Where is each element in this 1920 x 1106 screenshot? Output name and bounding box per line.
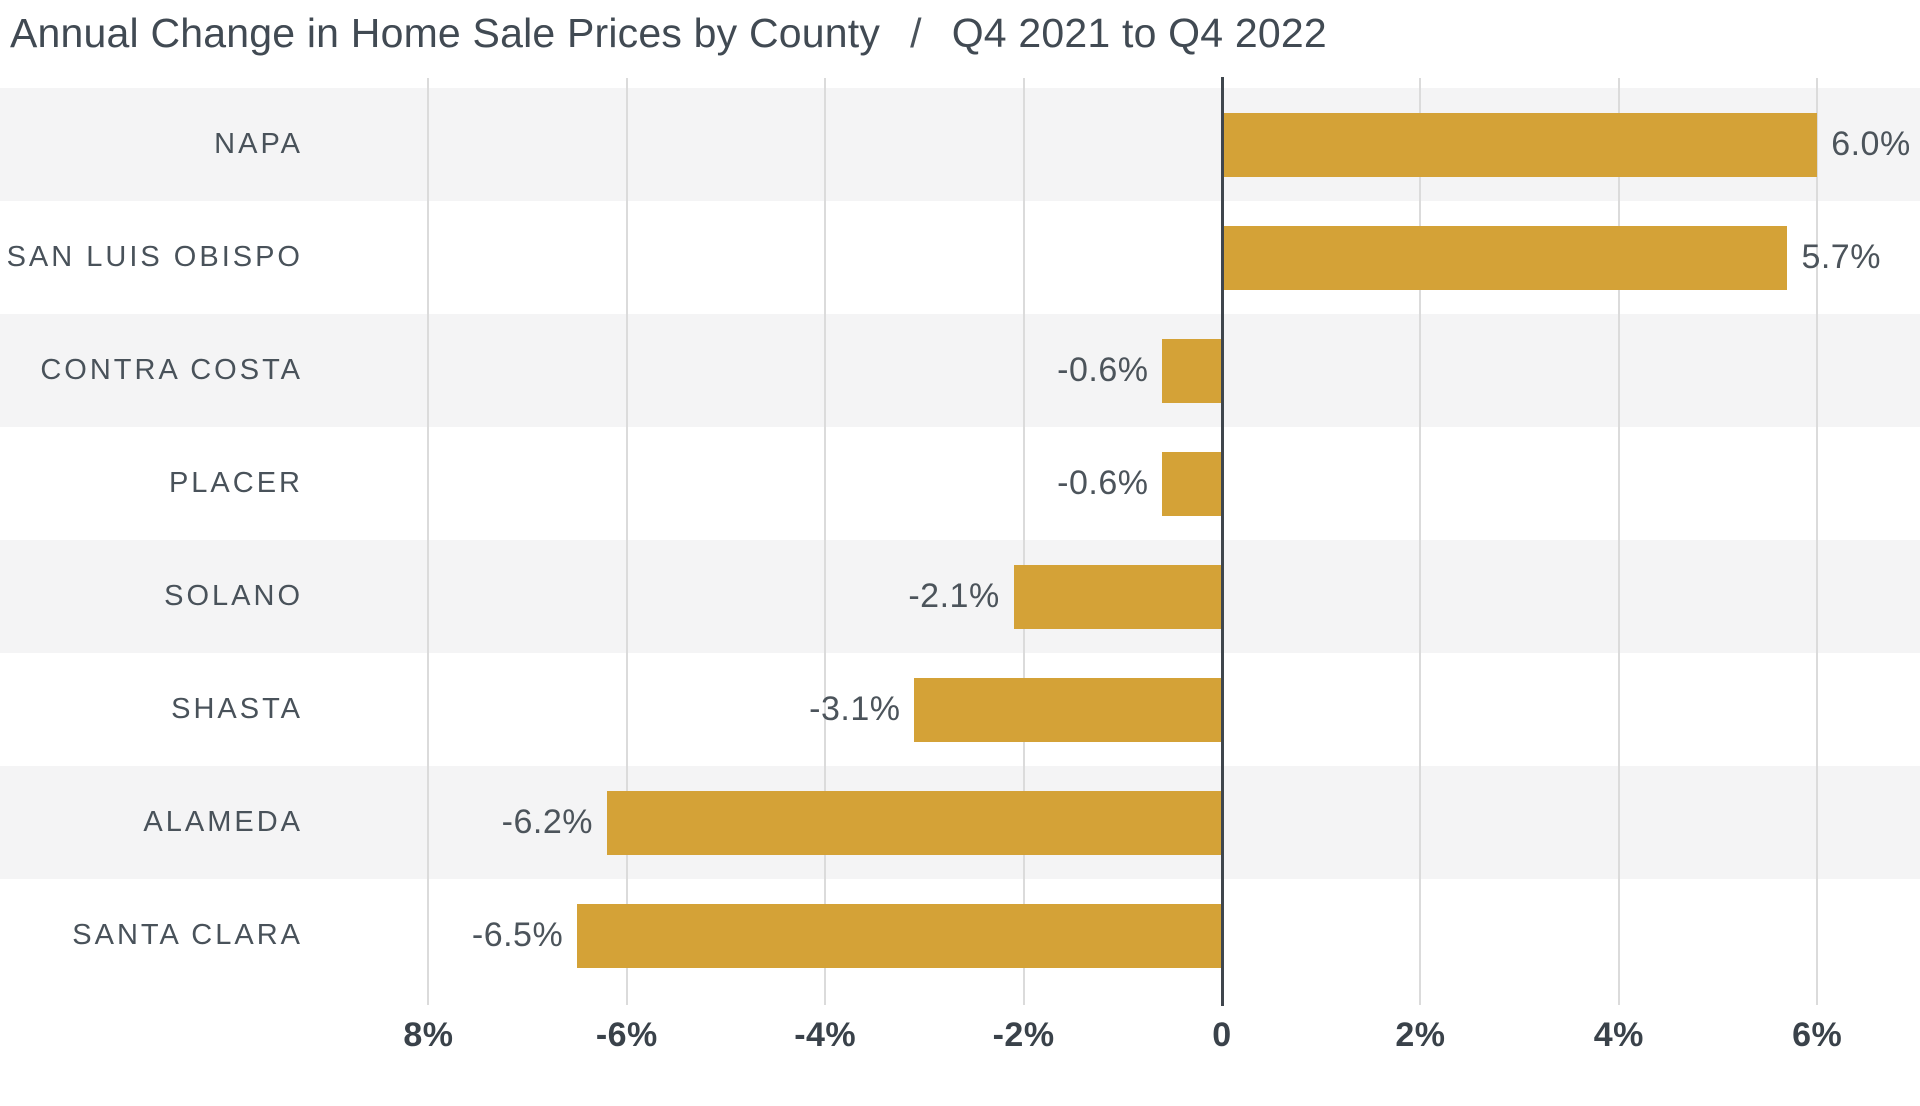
x-axis-tick-label: 6% — [1792, 1016, 1843, 1054]
category-label: NAPA — [214, 128, 303, 160]
value-label: -6.5% — [471, 916, 564, 954]
chart-title-period: Q4 2021 to Q4 2022 — [951, 10, 1327, 56]
x-gridline — [1419, 78, 1422, 1005]
bar — [1013, 564, 1222, 629]
bar — [606, 790, 1222, 855]
x-gridline — [1022, 78, 1025, 1005]
category-label: SHASTA — [171, 693, 303, 725]
value-label: 5.7% — [1801, 238, 1881, 276]
category-label: ALAMEDA — [143, 806, 303, 838]
category-label: CONTRA COSTA — [40, 354, 303, 386]
category-label: PLACER — [168, 467, 303, 499]
x-gridline — [625, 78, 628, 1005]
x-axis-tick-label: -2% — [992, 1016, 1055, 1054]
value-label: 6.0% — [1831, 125, 1911, 163]
x-gridline — [824, 78, 827, 1005]
chart-row-band — [0, 314, 1920, 427]
chart-title-main: Annual Change in Home Sale Prices by Cou… — [10, 10, 881, 56]
bar — [1162, 451, 1222, 516]
x-gridline — [427, 78, 430, 1005]
value-label: -0.6% — [1057, 464, 1149, 502]
category-label: SOLANO — [164, 580, 303, 612]
title-separator: / — [910, 10, 922, 56]
x-axis-tick-label: 0 — [1212, 1016, 1232, 1054]
x-axis-tick-label: -6% — [595, 1016, 658, 1054]
category-label: SAN LUIS OBISPO — [6, 241, 303, 273]
chart-row-band — [0, 540, 1920, 653]
bar — [1162, 338, 1222, 403]
bar — [1222, 112, 1818, 177]
x-gridline — [1816, 78, 1819, 1005]
bar-chart-plot-area: NAPA SAN LUIS OBISPO CONTRA COSTA PLACER SOL… — [0, 77, 1920, 1054]
value-label: -0.6% — [1057, 351, 1149, 389]
value-label: -2.1% — [908, 577, 1000, 615]
value-label: -3.1% — [809, 690, 901, 728]
chart-row-band — [0, 427, 1920, 540]
x-axis-tick-label: -4% — [794, 1016, 857, 1054]
x-axis-tick-label: 8% — [403, 1016, 454, 1054]
x-gridline — [1617, 78, 1620, 1005]
x-axis-tick-label: 2% — [1395, 1016, 1446, 1054]
chart-title: Annual Change in Home Sale Prices by Cou… — [10, 10, 1327, 57]
x-axis-tick-label: 4% — [1593, 1016, 1644, 1054]
value-label: -6.2% — [501, 803, 593, 841]
category-label: SANTA CLARA — [72, 919, 303, 951]
bar — [1222, 225, 1788, 290]
bar — [914, 677, 1222, 742]
bar — [577, 903, 1222, 968]
zero-axis-line — [1220, 77, 1224, 1006]
